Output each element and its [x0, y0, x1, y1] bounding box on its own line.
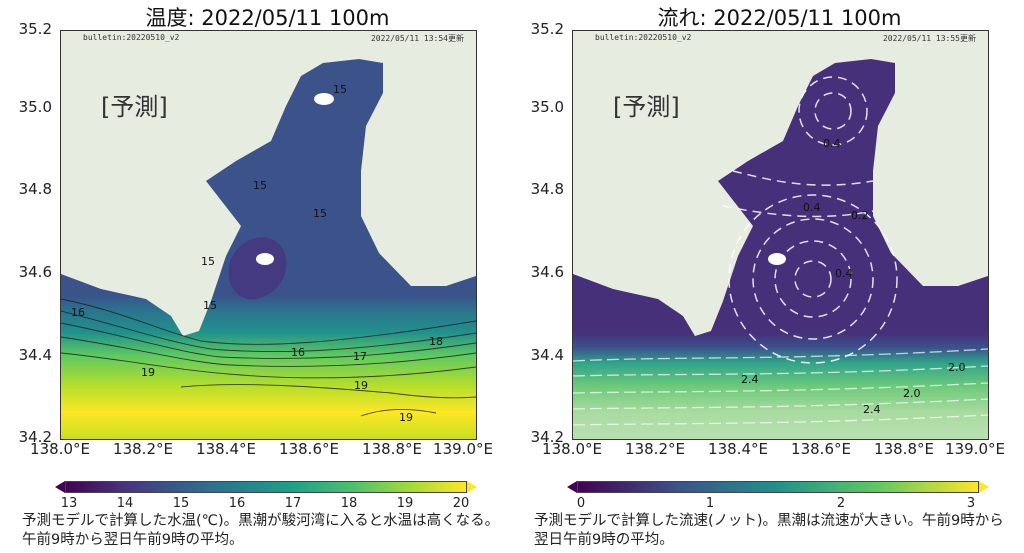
x-tick-label: 139.0°E: [433, 440, 493, 458]
bulletin-label: bulletin:20220510_v2: [83, 33, 180, 42]
current-title: 流れ: 2022/05/11 100m: [657, 6, 902, 30]
y-tick-label: 35.0: [530, 98, 564, 116]
y-tick-label: 34.8: [18, 180, 52, 198]
contour-label: 15: [313, 207, 327, 220]
contour-label: 15: [203, 299, 217, 312]
temperature-colorbar: [65, 481, 467, 493]
x-tick-label: 138.0°E: [542, 440, 602, 458]
colorbar-arrow-left: [567, 481, 577, 493]
island: [768, 253, 786, 265]
x-tick-label: 138.4°E: [196, 440, 256, 458]
contour-label: 18: [429, 335, 443, 348]
cold-core: [228, 237, 287, 300]
colorbar-tick-label: 13: [60, 496, 78, 511]
temperature-map: 15 15 15 15 15 16 16 17 18 19 19 19 bull…: [60, 30, 477, 440]
colorbar-tick-label: 3: [966, 496, 976, 511]
speed-colorbar: [577, 481, 979, 493]
updated-timestamp: 2022/05/11 13:55更新: [882, 34, 976, 43]
colorbar-tick-label: 14: [116, 496, 134, 511]
x-tick-label: 138.8°E: [362, 440, 422, 458]
contour-label: 15: [201, 255, 215, 268]
contour-label: 16: [71, 306, 85, 319]
colorbar-tick-label: 2: [836, 496, 846, 511]
forecast-label: [予測]: [101, 93, 168, 121]
bulletin-label: bulletin:20220510_v2: [595, 33, 692, 42]
colorbar-tick-label: 17: [284, 496, 302, 511]
contour-label: 19: [141, 366, 155, 379]
colorbar-arrow-left: [55, 481, 65, 493]
eddy-vectors: [722, 76, 898, 364]
updated-timestamp: 2022/05/11 13:54更新: [370, 34, 464, 43]
contour-label: 19: [354, 379, 368, 392]
x-tick-label: 138.6°E: [791, 440, 851, 458]
y-tick-label: 35.2: [530, 20, 564, 38]
contour-label: 15: [253, 179, 267, 192]
temperature-panel: 温度: 2022/05/11 100m 35.2 35.0 34.8 34.6 …: [18, 6, 500, 548]
kuroshio-vectors: [573, 348, 988, 426]
contour-label: 17: [353, 350, 367, 363]
contour-label: 0.4: [835, 267, 853, 280]
temperature-caption: 予測モデルで計算した水温(℃)。黒潮が駿河湾に入ると水温は高くなる。午前9時から…: [22, 513, 500, 548]
contour-label: 19: [399, 411, 413, 424]
island: [314, 93, 334, 105]
x-tick-label: 138.0°E: [30, 440, 90, 458]
y-tick-label: 35.2: [18, 20, 52, 38]
x-tick-label: 138.6°E: [279, 440, 339, 458]
current-map: 0.4 0.4 0.2 0.4 2.0 2.0 2.4 2.4 bulletin…: [572, 30, 989, 440]
contour-label: 2.0: [903, 387, 921, 400]
y-tick-label: 34.2: [530, 428, 564, 446]
contour-lines: [61, 298, 476, 417]
y-tick-label: 35.0: [18, 98, 52, 116]
colorbar-tick-label: 19: [396, 496, 414, 511]
y-tick-label: 34.8: [530, 180, 564, 198]
colorbar-tick-label: 15: [172, 496, 190, 511]
contour-label: 2.4: [863, 403, 881, 416]
island: [256, 253, 274, 265]
colorbar-arrow-right: [467, 481, 477, 493]
y-tick-label: 34.2: [18, 428, 52, 446]
colorbar-tick-label: 18: [340, 496, 358, 511]
colorbar-tick-label: 0: [576, 496, 586, 511]
y-tick-label: 34.4: [530, 346, 564, 364]
y-tick-label: 34.6: [530, 263, 564, 281]
current-map-graphic: 0.4 0.4 0.2 0.4 2.0 2.0 2.4 2.4: [573, 31, 988, 439]
sea-area: [573, 59, 988, 439]
contour-label: 0.4: [803, 201, 821, 214]
x-tick-label: 138.4°E: [708, 440, 768, 458]
x-tick-label: 138.2°E: [625, 440, 685, 458]
current-caption: 予測モデルで計算した流速(ノット)。黒潮は流速が大きい。午前9時から翌日午前9時…: [534, 513, 1004, 548]
y-tick-label: 34.6: [18, 263, 52, 281]
x-tick-label: 138.8°E: [874, 440, 934, 458]
contour-label: 15: [333, 83, 347, 96]
colorbar-tick-label: 16: [228, 496, 246, 511]
colorbar-tick-label: 1: [705, 496, 715, 511]
temperature-title: 温度: 2022/05/11 100m: [145, 6, 390, 30]
x-tick-label: 138.2°E: [113, 440, 173, 458]
colorbar-arrow-right: [979, 481, 989, 493]
contour-label: 2.0: [948, 361, 966, 374]
contour-label: 0.2: [851, 209, 869, 222]
contour-label: 2.4: [741, 373, 759, 386]
contour-label: 0.4: [823, 137, 841, 150]
contour-label: 16: [291, 346, 305, 359]
x-tick-label: 139.0°E: [945, 440, 1005, 458]
colorbar-tick-label: 20: [452, 496, 470, 511]
current-panel: 流れ: 2022/05/11 100m 35.2 35.0 34.8 34.6 …: [512, 0, 1024, 553]
temperature-map-graphic: 15 15 15 15 15 16 16 17 18 19 19 19: [61, 31, 476, 439]
y-tick-label: 34.4: [18, 346, 52, 364]
forecast-label: [予測]: [613, 93, 680, 121]
